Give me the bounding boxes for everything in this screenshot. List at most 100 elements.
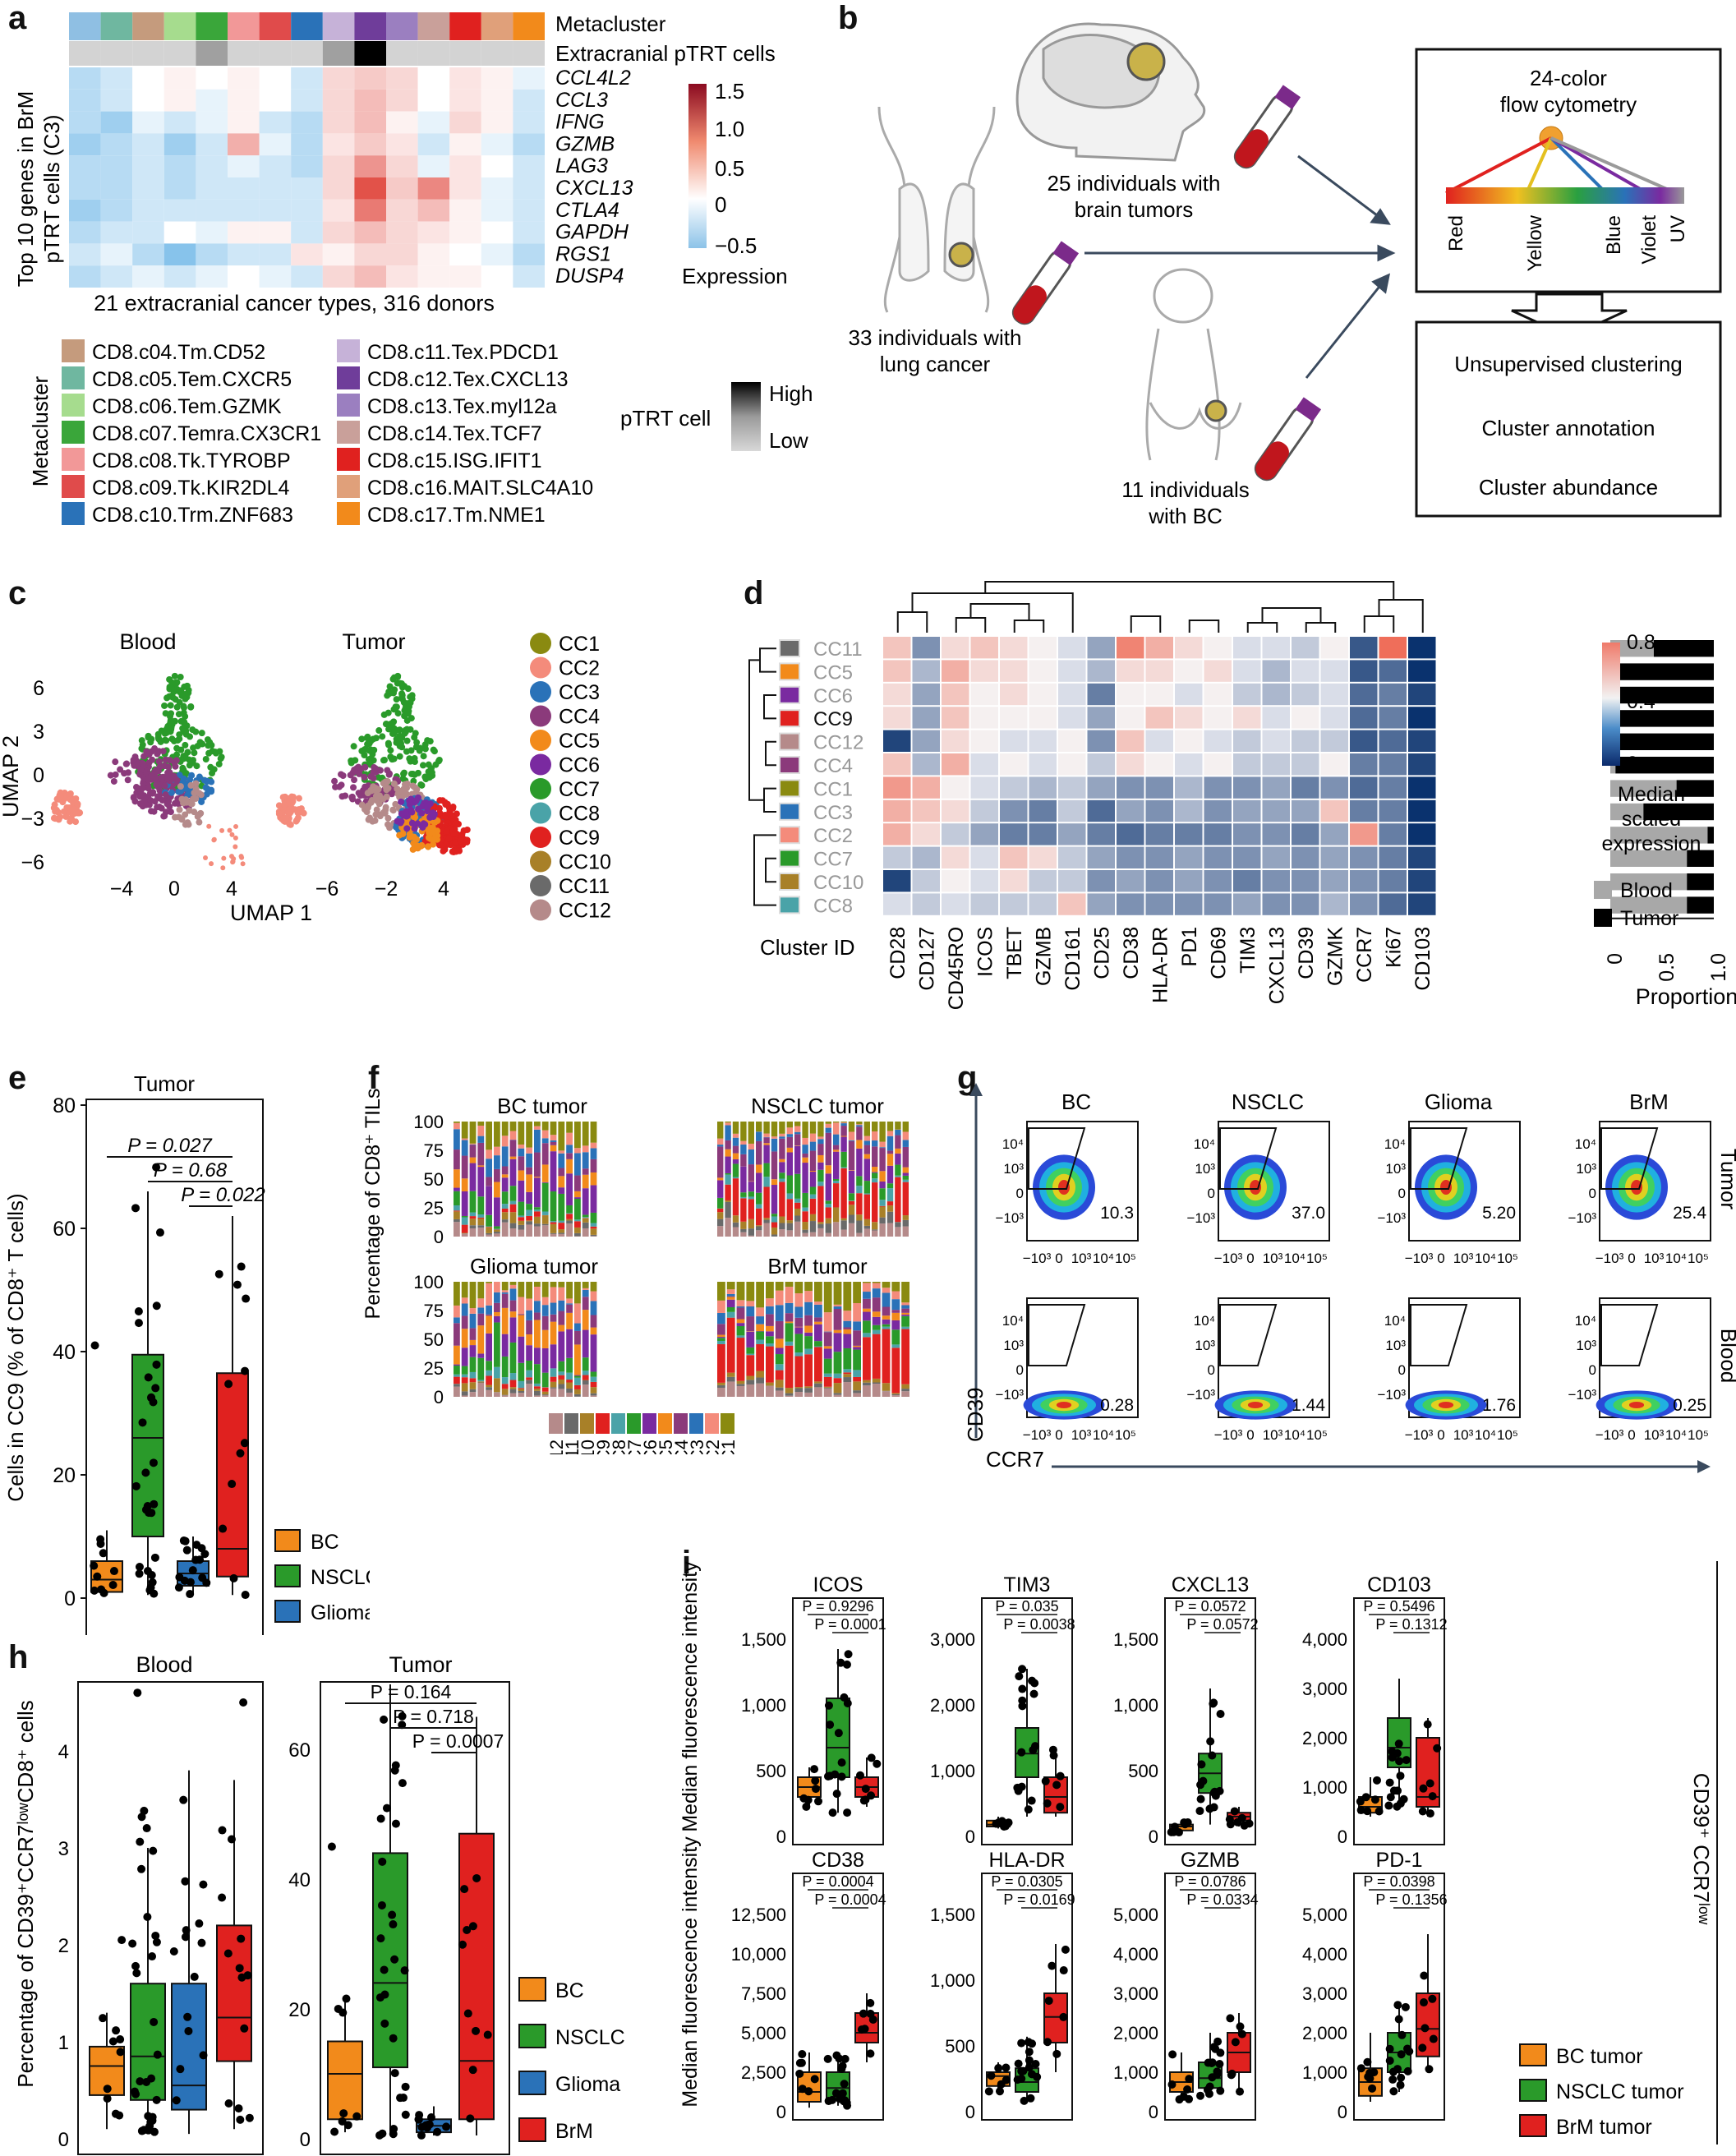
data-point xyxy=(144,1373,153,1382)
a-heat-cell xyxy=(386,265,418,288)
f-bar-segment xyxy=(817,1139,824,1145)
data-point xyxy=(834,1729,843,1738)
panel-label-c: c xyxy=(8,575,27,611)
f-bar-segment xyxy=(477,1122,485,1126)
f-bar-segment xyxy=(814,1381,822,1384)
f-bar-segment xyxy=(902,1179,909,1182)
c-umap-point xyxy=(167,702,174,709)
d-marker-label: CD38 xyxy=(1120,927,1143,979)
g-ytick: 0 xyxy=(1589,1186,1596,1201)
f-bar-segment xyxy=(840,1136,847,1137)
c-umap-point xyxy=(177,783,184,790)
f-bar-segment xyxy=(558,1150,565,1154)
d-heat-cell xyxy=(1029,799,1057,822)
c-umap-point xyxy=(202,756,210,763)
f-bar-segment xyxy=(725,1184,731,1200)
f-bar-segment xyxy=(833,1306,842,1310)
i-ytick: 3,000 xyxy=(930,1629,975,1650)
b-bc-label-2: with BC xyxy=(1148,504,1223,528)
g-ytick: 10⁴ xyxy=(1384,1313,1406,1329)
a-heat-cell xyxy=(322,265,355,288)
data-point xyxy=(112,2026,121,2035)
data-point xyxy=(93,1572,102,1581)
c-umap-point xyxy=(386,683,394,690)
f-bar-segment xyxy=(853,1370,861,1377)
a-cbar-tick-4: −0.5 xyxy=(715,233,757,258)
f-bar-segment xyxy=(779,1138,785,1159)
f-bar-segment xyxy=(901,1314,909,1316)
f-bar-segment xyxy=(541,1372,549,1388)
c-umap-point xyxy=(124,776,131,784)
f-bar-segment xyxy=(461,1140,468,1156)
f-bar-segment xyxy=(901,1312,909,1315)
data-point xyxy=(1394,2015,1403,2024)
f-bar-segment xyxy=(879,1147,886,1149)
f-bar-segment xyxy=(469,1371,477,1379)
f-bar-segment xyxy=(736,1380,745,1384)
data-point xyxy=(466,2114,475,2123)
f-bar-segment xyxy=(534,1383,541,1387)
f-bar-segment xyxy=(886,1188,894,1202)
f-bar-segment xyxy=(574,1384,581,1389)
f-bar-segment xyxy=(879,1148,886,1172)
d-row-swatch xyxy=(781,734,799,749)
f-bar-segment xyxy=(486,1227,492,1228)
data-point xyxy=(235,1964,244,1973)
d-heat-cell xyxy=(1000,893,1028,915)
g-gate-value: 0.28 xyxy=(1100,1396,1134,1415)
d-heat-cell xyxy=(1204,707,1232,729)
f-bar-segment xyxy=(534,1122,541,1126)
g-xtick: 0 xyxy=(1246,1251,1254,1266)
f-bar-segment xyxy=(494,1182,500,1198)
data-point xyxy=(1385,2044,1394,2053)
f-bar-segment xyxy=(469,1308,477,1314)
brain-head-illustration xyxy=(1015,22,1206,162)
a-heat-cell xyxy=(100,265,133,288)
f-bar-segment xyxy=(766,1343,774,1347)
c-umap-point xyxy=(408,808,416,816)
f-bar-segment xyxy=(509,1140,517,1157)
f-bar-segment xyxy=(486,1389,492,1397)
d-row-label: CC1 xyxy=(813,778,853,800)
c-umap-point xyxy=(394,818,401,825)
h-pval: P = 0.0007 xyxy=(412,1730,504,1752)
d-row-swatch xyxy=(781,874,799,889)
c-umap-point xyxy=(408,770,415,777)
c-umap-point xyxy=(186,807,193,814)
f-bar-segment xyxy=(518,1217,525,1221)
f-legend-swatch xyxy=(580,1413,594,1434)
f-bar-segment xyxy=(779,1122,785,1134)
data-point xyxy=(148,1578,157,1587)
a-heat-cell xyxy=(354,89,386,112)
f-bar-segment xyxy=(582,1380,589,1385)
d-heat-cell xyxy=(1145,846,1173,868)
d-heat-cell xyxy=(1000,683,1028,706)
i-ytick: 1,000 xyxy=(741,1695,786,1716)
f-bar-segment xyxy=(775,1364,784,1371)
f-bar-segment xyxy=(526,1334,532,1346)
c-umap-point xyxy=(384,777,391,785)
a-legend-swatch xyxy=(337,421,360,444)
h-legend-swatch xyxy=(518,2117,546,2142)
data-point xyxy=(182,1546,191,1555)
i-ytick: 500 xyxy=(756,1761,786,1781)
f-bar-segment xyxy=(756,1204,762,1209)
data-point xyxy=(831,2089,840,2098)
f-bar-segment xyxy=(891,1395,900,1397)
d-prop-tick-2: 1.0 xyxy=(1707,953,1730,982)
g-col-title: BrM xyxy=(1629,1090,1669,1114)
f-bar-segment xyxy=(763,1223,770,1237)
d-prop-blood xyxy=(1610,780,1677,797)
data-point xyxy=(99,1588,108,1597)
f-legend-swatch xyxy=(721,1413,734,1434)
f-bar-segment xyxy=(823,1348,832,1359)
f-bar-segment xyxy=(863,1154,870,1159)
h-ytick: 0 xyxy=(300,2129,311,2151)
d-prop-tick-1: 0.5 xyxy=(1655,953,1678,982)
data-point xyxy=(224,2099,233,2108)
f-bar-segment xyxy=(882,1315,891,1320)
data-point xyxy=(150,1500,159,1509)
f-bar-segment xyxy=(766,1385,774,1397)
a-heat-cell xyxy=(386,111,418,134)
